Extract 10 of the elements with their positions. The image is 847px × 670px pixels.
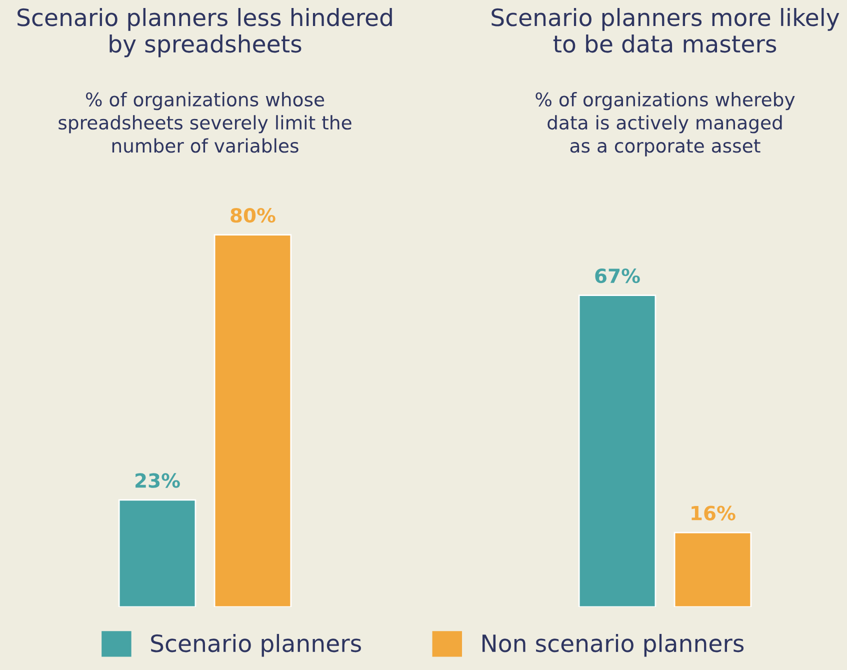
chart-title: Scenario planners more likely to be data masters [492, 8, 840, 53]
data-label: 67% [595, 268, 640, 284]
chart-subtitle: % of organizations whereby data is actively managed as a corporate asset [536, 92, 795, 156]
chart-subtitle: % of organizations whose spreadsheets severely limit the number of variables [58, 92, 352, 153]
legend-label: Non scenario planners [482, 634, 744, 657]
chart-title: Scenario planners less hindered by spreadsheets [18, 8, 392, 58]
data-label: 16% [692, 506, 736, 520]
legend-label: Scenario planners [151, 634, 361, 657]
data-label: 80% [230, 208, 276, 223]
data-label: 23% [136, 473, 180, 488]
